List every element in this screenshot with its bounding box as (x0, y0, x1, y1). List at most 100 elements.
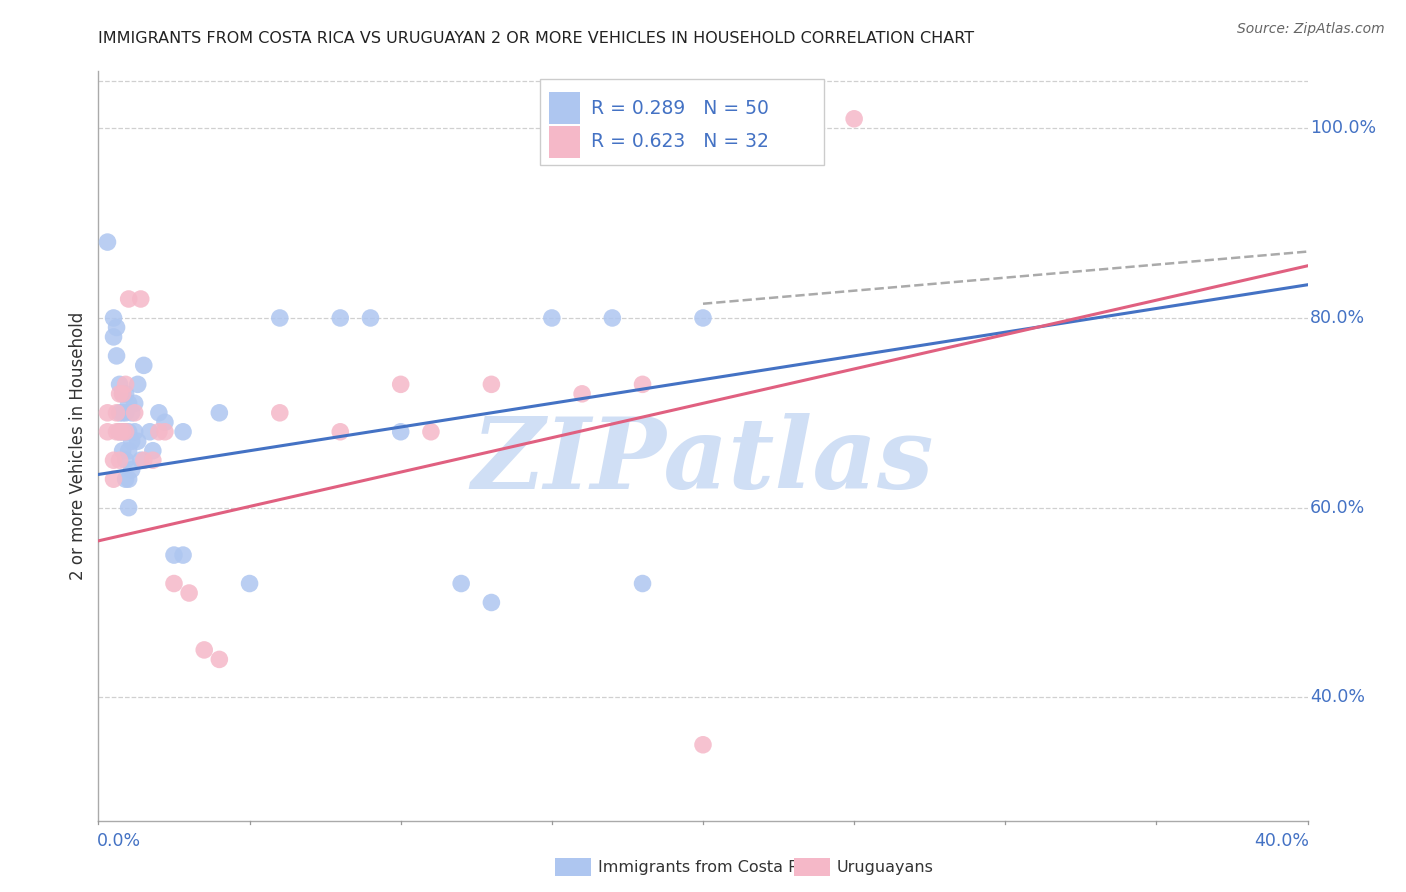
Point (124, 406, 146, 420)
Point (103, 453, 125, 467)
Point (208, 652, 231, 666)
Point (111, 387, 134, 401)
Point (239, 576, 262, 591)
Point (148, 425, 170, 439)
Point (163, 576, 186, 591)
Point (163, 548, 186, 562)
Point (108, 425, 131, 439)
Point (114, 425, 136, 439)
Text: 80.0%: 80.0% (1310, 309, 1365, 327)
Point (420, 425, 443, 439)
Point (118, 292, 141, 306)
FancyBboxPatch shape (540, 78, 824, 165)
FancyBboxPatch shape (550, 93, 579, 124)
Point (269, 406, 291, 420)
Point (114, 387, 136, 401)
Point (103, 472, 125, 486)
Point (179, 586, 201, 600)
Point (121, 463, 143, 477)
Point (450, 576, 472, 591)
Point (118, 443, 141, 458)
Point (114, 377, 136, 392)
Point (153, 425, 176, 439)
Point (114, 406, 136, 420)
Point (108, 453, 131, 467)
Text: 0.0%: 0.0% (97, 832, 142, 850)
Point (132, 453, 155, 467)
Text: 60.0%: 60.0% (1310, 499, 1365, 516)
Point (602, 310, 624, 325)
Point (692, 738, 714, 752)
Point (631, 377, 654, 392)
Point (114, 472, 136, 486)
Text: R = 0.289   N = 50: R = 0.289 N = 50 (591, 99, 769, 118)
Text: IMMIGRANTS FROM COSTA RICA VS URUGUAYAN 2 OR MORE VEHICLES IN HOUSEHOLD CORRELAT: IMMIGRANTS FROM COSTA RICA VS URUGUAYAN … (98, 31, 974, 46)
Point (142, 443, 165, 458)
Point (208, 406, 231, 420)
Point (105, 349, 128, 363)
Point (105, 425, 128, 439)
Text: R = 0.623   N = 32: R = 0.623 N = 32 (591, 132, 769, 152)
Point (129, 292, 152, 306)
Point (142, 453, 165, 467)
Text: 40.0%: 40.0% (1254, 832, 1309, 850)
Point (96, 425, 118, 439)
Point (172, 548, 194, 562)
Point (481, 377, 503, 392)
Text: Uruguayans: Uruguayans (837, 861, 934, 875)
Point (127, 434, 149, 449)
Y-axis label: 2 or more Vehicles in Household: 2 or more Vehicles in Household (69, 312, 87, 580)
Point (105, 320, 128, 334)
Point (121, 406, 143, 420)
Text: Source: ZipAtlas.com: Source: ZipAtlas.com (1237, 22, 1385, 37)
Point (132, 359, 155, 373)
Point (114, 453, 136, 467)
Point (108, 425, 131, 439)
Point (389, 425, 412, 439)
Point (540, 310, 562, 325)
Point (571, 387, 593, 401)
Point (844, 112, 866, 126)
Point (124, 425, 146, 439)
Point (111, 425, 134, 439)
Point (103, 330, 125, 344)
Point (108, 377, 131, 392)
Point (153, 415, 176, 429)
Point (389, 377, 412, 392)
Point (360, 310, 382, 325)
Text: 40.0%: 40.0% (1310, 689, 1365, 706)
Point (111, 406, 134, 420)
Point (329, 425, 352, 439)
Text: Immigrants from Costa Rica: Immigrants from Costa Rica (598, 861, 823, 875)
Point (118, 396, 141, 410)
Point (329, 310, 352, 325)
Point (108, 406, 131, 420)
FancyBboxPatch shape (550, 126, 579, 158)
Point (193, 643, 215, 657)
Point (118, 472, 141, 486)
Point (111, 387, 134, 401)
Point (118, 500, 141, 515)
Point (124, 396, 146, 410)
Point (148, 406, 170, 420)
Point (105, 406, 128, 420)
Point (111, 425, 134, 439)
Point (118, 425, 141, 439)
Point (129, 453, 152, 467)
Point (96, 406, 118, 420)
Point (631, 576, 654, 591)
Text: ZIPatlas: ZIPatlas (472, 413, 934, 509)
Point (111, 443, 134, 458)
Point (127, 377, 149, 392)
Point (481, 595, 503, 609)
Point (103, 310, 125, 325)
Point (108, 387, 131, 401)
Point (96, 235, 118, 249)
Point (692, 310, 714, 325)
Point (139, 425, 162, 439)
Text: 100.0%: 100.0% (1310, 120, 1376, 137)
Point (172, 425, 194, 439)
Point (121, 434, 143, 449)
Point (269, 310, 291, 325)
Point (114, 425, 136, 439)
